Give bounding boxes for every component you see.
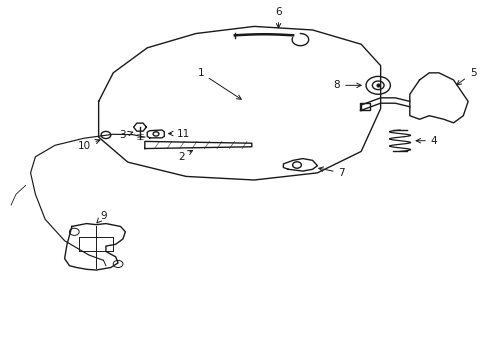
Text: 7: 7 [318, 167, 345, 178]
Text: 10: 10 [77, 139, 100, 151]
Text: 4: 4 [415, 136, 437, 146]
Text: 3: 3 [120, 130, 132, 140]
Text: 9: 9 [97, 211, 106, 223]
Text: 6: 6 [275, 7, 281, 28]
Text: 1: 1 [197, 68, 241, 99]
Text: 11: 11 [168, 129, 190, 139]
Text: 5: 5 [456, 68, 475, 85]
Text: 2: 2 [178, 150, 192, 162]
Text: 8: 8 [333, 80, 361, 90]
